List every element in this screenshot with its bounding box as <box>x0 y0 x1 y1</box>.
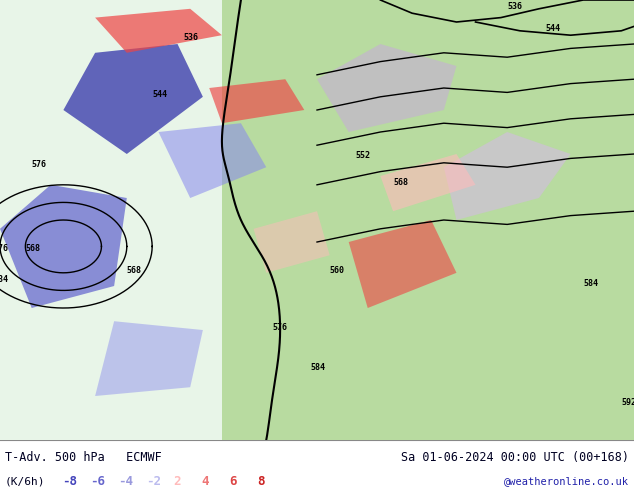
Text: 584: 584 <box>0 274 9 284</box>
Text: 552: 552 <box>355 151 370 160</box>
Polygon shape <box>222 0 634 440</box>
Text: 576: 576 <box>0 244 9 253</box>
Text: 544: 544 <box>545 24 560 33</box>
Text: 568: 568 <box>25 244 41 253</box>
Polygon shape <box>349 220 456 308</box>
Polygon shape <box>158 123 266 198</box>
Polygon shape <box>209 79 304 123</box>
Polygon shape <box>95 9 222 53</box>
Polygon shape <box>0 185 127 308</box>
Text: 2: 2 <box>174 474 181 488</box>
Polygon shape <box>63 44 203 154</box>
Text: 536: 536 <box>507 2 522 11</box>
Text: 584: 584 <box>583 279 598 288</box>
Polygon shape <box>317 44 456 132</box>
Text: 6: 6 <box>230 474 237 488</box>
Polygon shape <box>0 0 222 440</box>
Text: -8: -8 <box>62 474 77 488</box>
Text: T-Adv. 500 hPa   ECMWF: T-Adv. 500 hPa ECMWF <box>5 451 162 464</box>
Text: 544: 544 <box>152 90 167 99</box>
Polygon shape <box>380 154 476 211</box>
Text: -4: -4 <box>118 474 133 488</box>
Text: 592: 592 <box>621 398 634 407</box>
Text: 568: 568 <box>127 266 142 275</box>
Text: Sa 01-06-2024 00:00 UTC (00+168): Sa 01-06-2024 00:00 UTC (00+168) <box>401 451 629 464</box>
Text: 576: 576 <box>273 323 288 332</box>
Text: 568: 568 <box>393 178 408 187</box>
Text: 560: 560 <box>330 266 345 275</box>
Text: 4: 4 <box>202 474 209 488</box>
Polygon shape <box>444 132 571 220</box>
Text: 536: 536 <box>184 33 199 42</box>
Text: 584: 584 <box>311 363 326 371</box>
Text: -2: -2 <box>146 474 161 488</box>
Polygon shape <box>95 321 203 396</box>
Text: 576: 576 <box>32 160 47 169</box>
Text: (K/6h): (K/6h) <box>5 476 46 486</box>
Text: @weatheronline.co.uk: @weatheronline.co.uk <box>504 476 629 486</box>
Text: 8: 8 <box>257 474 265 488</box>
Polygon shape <box>254 211 330 273</box>
Text: -6: -6 <box>90 474 105 488</box>
